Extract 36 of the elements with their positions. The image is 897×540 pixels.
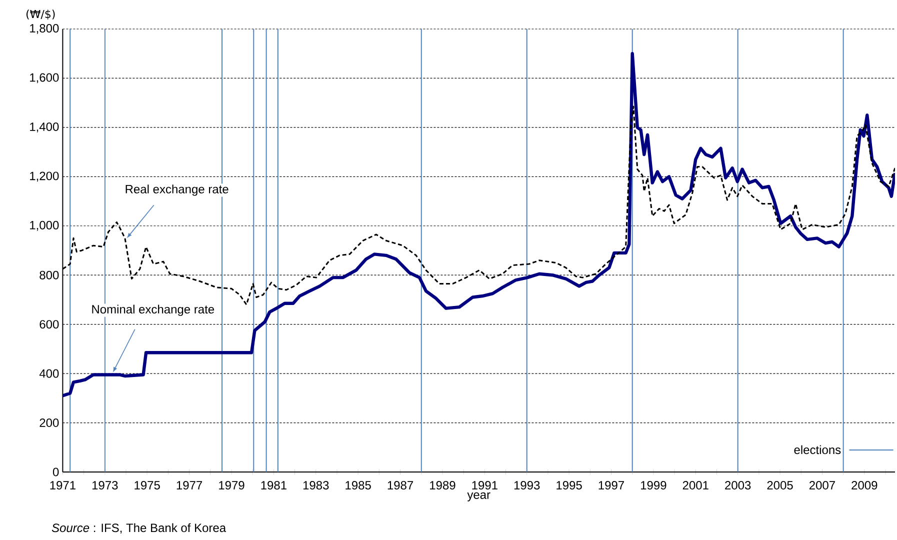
x-tick-label: 1981 — [261, 481, 286, 490]
annotation: Real exchange rate — [126, 184, 228, 196]
x-tick-label: 1995 — [556, 481, 582, 490]
annotation: Nominal exchange rate — [92, 304, 214, 316]
x-tick-label: 2003 — [725, 481, 751, 490]
x-tick-label: 1975 — [134, 481, 160, 490]
y-tick-label: 600 — [40, 320, 59, 329]
y-tick-label: 1,000 — [30, 220, 59, 231]
x-tick-label: 1985 — [346, 481, 371, 490]
x-tick-label: 1979 — [219, 481, 244, 490]
text: Source : IFS, The Bank of Korea — [52, 523, 226, 534]
x-tick-label: 1973 — [92, 481, 118, 490]
x-tick-label: 1997 — [598, 481, 624, 490]
x-tick-label: 2007 — [809, 481, 835, 490]
y-tick-label: 1,600 — [30, 73, 59, 84]
y-tick-label: 1,400 — [30, 122, 59, 132]
y-tick-label: 1,200 — [30, 172, 59, 182]
y-tick-label: 400 — [39, 369, 59, 378]
x-tick-label: 2005 — [767, 481, 793, 490]
ref-line-label: elections — [794, 445, 841, 454]
x-tick-label: 1993 — [514, 481, 540, 490]
x-tick-label: 1977 — [176, 481, 202, 490]
y-tick-label: 200 — [40, 418, 59, 428]
x-tick-label: 1987 — [388, 481, 414, 490]
y-tick-label: 1,800 — [30, 24, 59, 34]
y-tick-label: 800 — [40, 270, 59, 280]
x-tick-label: 2001 — [682, 481, 708, 490]
x-tick-label: 1999 — [640, 481, 666, 490]
y-axis-title: (₩/$) — [26, 10, 55, 20]
x-tick-label: 1971 — [50, 481, 76, 490]
x-tick-label: 1983 — [303, 481, 329, 490]
x-tick-label: 1989 — [430, 481, 456, 490]
x-axis-title: year — [467, 492, 490, 502]
y-tick-label: 0 — [52, 468, 59, 476]
x-tick-label: 1991 — [472, 481, 498, 490]
x-tick-label: 2009 — [852, 481, 878, 490]
